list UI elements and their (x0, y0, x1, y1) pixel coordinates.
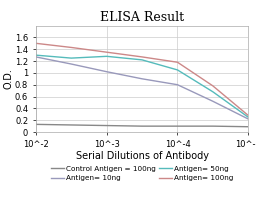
Antigen= 50ng (105, 55, 108, 58)
Antigen= 50ng (176, 69, 179, 71)
Antigen= 10ng (70, 63, 73, 65)
Antigen= 10ng (141, 78, 144, 80)
Antigen= 10ng (247, 118, 250, 120)
Control Antigen = 100ng (211, 125, 215, 127)
Line: Antigen= 10ng: Antigen= 10ng (36, 57, 248, 119)
Antigen= 100ng (34, 42, 37, 45)
Antigen= 100ng (141, 56, 144, 58)
Antigen= 10ng (176, 83, 179, 86)
X-axis label: Serial Dilutions of Antibody: Serial Dilutions of Antibody (76, 151, 209, 161)
Control Antigen = 100ng (176, 125, 179, 127)
Antigen= 10ng (211, 100, 215, 103)
Antigen= 10ng (34, 56, 37, 58)
Antigen= 100ng (247, 114, 250, 117)
Control Antigen = 100ng (141, 125, 144, 127)
Control Antigen = 100ng (70, 124, 73, 126)
Line: Control Antigen = 100ng: Control Antigen = 100ng (36, 124, 248, 127)
Legend: Control Antigen = 100ng, Antigen= 10ng, Antigen= 50ng, Antigen= 100ng: Control Antigen = 100ng, Antigen= 10ng, … (51, 166, 233, 181)
Antigen= 100ng (176, 61, 179, 63)
Antigen= 100ng (211, 85, 215, 87)
Antigen= 50ng (34, 54, 37, 56)
Line: Antigen= 50ng: Antigen= 50ng (36, 55, 248, 117)
Title: ELISA Result: ELISA Result (100, 11, 184, 24)
Antigen= 50ng (211, 91, 215, 93)
Antigen= 50ng (70, 57, 73, 59)
Antigen= 100ng (105, 51, 108, 53)
Antigen= 50ng (247, 116, 250, 119)
Control Antigen = 100ng (34, 123, 37, 126)
Antigen= 50ng (141, 59, 144, 61)
Line: Antigen= 100ng: Antigen= 100ng (36, 43, 248, 115)
Antigen= 10ng (105, 71, 108, 73)
Antigen= 100ng (70, 46, 73, 49)
Control Antigen = 100ng (247, 125, 250, 128)
Control Antigen = 100ng (105, 124, 108, 127)
Y-axis label: O.D.: O.D. (4, 68, 14, 89)
